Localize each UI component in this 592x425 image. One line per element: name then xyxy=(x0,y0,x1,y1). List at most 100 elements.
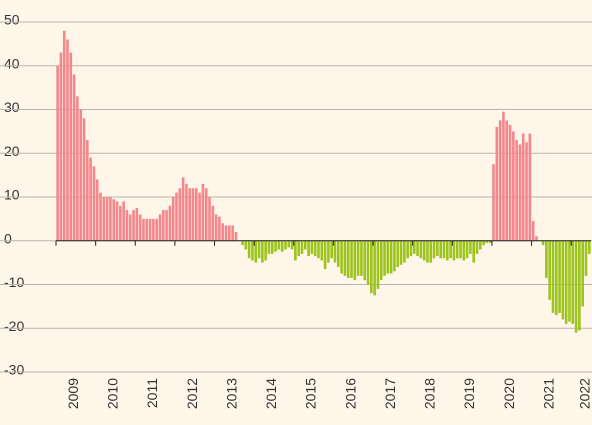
bar xyxy=(422,240,426,261)
bar xyxy=(561,240,565,320)
y-tick-label: -20 xyxy=(4,318,24,334)
bar xyxy=(571,240,575,324)
bar xyxy=(346,240,350,278)
bar xyxy=(76,96,79,241)
bar xyxy=(337,240,340,267)
bar xyxy=(142,218,145,241)
bar xyxy=(403,240,406,263)
bar xyxy=(198,192,201,241)
bar xyxy=(175,192,178,241)
bar xyxy=(119,205,122,241)
bar xyxy=(386,240,390,274)
bar xyxy=(224,225,228,241)
bar xyxy=(379,240,383,281)
bar xyxy=(445,240,449,261)
bar xyxy=(138,214,142,241)
bar xyxy=(181,177,185,241)
bar xyxy=(161,210,165,241)
bar xyxy=(574,240,578,333)
bar xyxy=(247,240,251,259)
bar xyxy=(488,240,492,243)
bar xyxy=(95,179,99,241)
bar xyxy=(132,210,135,241)
bar xyxy=(294,240,297,261)
bar xyxy=(267,240,271,254)
bar xyxy=(482,240,485,246)
bar xyxy=(479,240,482,250)
x-tick-label: 2010 xyxy=(104,378,120,409)
bar xyxy=(432,240,436,259)
bar xyxy=(376,240,380,289)
bar xyxy=(373,240,376,296)
bar xyxy=(459,240,462,259)
bar xyxy=(72,74,76,241)
x-tick-label: 2016 xyxy=(342,378,358,409)
bar xyxy=(498,120,502,241)
bar xyxy=(492,164,495,241)
bar xyxy=(99,192,102,241)
bar xyxy=(505,120,509,241)
bar xyxy=(208,197,211,241)
bar xyxy=(551,240,555,313)
x-tick-label: 2014 xyxy=(263,378,279,409)
bar xyxy=(548,240,551,300)
bar xyxy=(125,210,129,241)
y-tick-label: 40 xyxy=(4,55,20,71)
x-tick-label: 2017 xyxy=(382,378,398,409)
bar xyxy=(469,240,472,254)
bar xyxy=(201,183,205,241)
x-tick-label: 2009 xyxy=(65,378,81,409)
bar xyxy=(287,240,291,248)
bar xyxy=(270,240,274,254)
bar xyxy=(92,166,96,241)
bar xyxy=(426,240,429,263)
y-tick-label: 20 xyxy=(4,143,20,159)
bar xyxy=(82,118,86,241)
bar xyxy=(521,133,525,241)
bar xyxy=(518,144,522,241)
bar xyxy=(86,140,89,241)
bar xyxy=(416,240,419,257)
bar xyxy=(300,240,304,254)
y-tick-label: 0 xyxy=(4,230,12,246)
x-tick-label: 2015 xyxy=(303,378,319,409)
bar xyxy=(155,218,158,241)
bar xyxy=(168,205,172,241)
bar xyxy=(234,232,238,241)
bar xyxy=(406,240,409,259)
bar xyxy=(502,111,505,241)
bar xyxy=(171,197,175,241)
bar xyxy=(204,188,208,241)
bar xyxy=(313,240,317,257)
bar xyxy=(396,240,400,267)
bar xyxy=(393,240,396,272)
bar xyxy=(105,197,109,241)
bar xyxy=(442,240,446,259)
bar xyxy=(122,201,125,241)
bar xyxy=(512,131,515,241)
bar xyxy=(412,240,416,254)
bar xyxy=(178,188,182,241)
bar xyxy=(545,240,548,278)
bar xyxy=(297,240,300,257)
bar xyxy=(231,225,234,241)
bar xyxy=(59,52,63,241)
bar xyxy=(541,240,545,246)
bar xyxy=(254,240,258,263)
bar xyxy=(350,240,353,278)
bar xyxy=(66,39,69,241)
bar xyxy=(257,240,261,259)
bar xyxy=(528,133,532,241)
bar xyxy=(303,240,307,250)
bar xyxy=(241,240,244,246)
bar xyxy=(284,240,287,250)
bar xyxy=(135,207,139,241)
bar xyxy=(366,240,370,285)
bar xyxy=(264,240,267,261)
bar xyxy=(429,240,433,263)
x-tick-label: 2021 xyxy=(540,378,556,409)
bar xyxy=(455,240,459,259)
bar xyxy=(419,240,423,259)
bar xyxy=(277,240,281,250)
